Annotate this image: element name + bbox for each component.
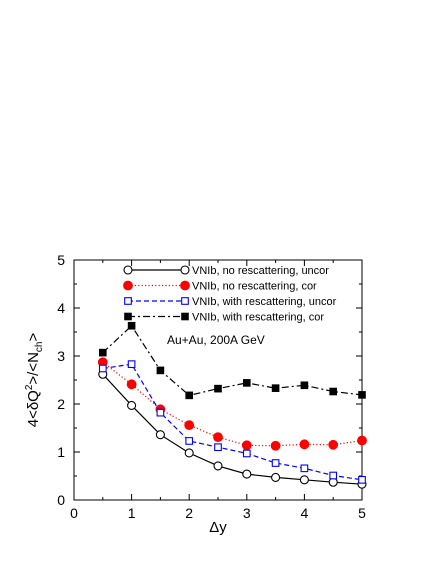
- x-axis-label: Δy: [209, 519, 227, 536]
- legend-marker-start: [123, 265, 133, 275]
- data-point: [98, 364, 107, 373]
- y-axis-label: 4<δQ2>/<Nch>: [24, 332, 45, 427]
- legend-marker-end: [181, 312, 189, 321]
- series-layer: [97, 321, 367, 489]
- legend-marker-start: [124, 312, 132, 321]
- data-point: [126, 379, 137, 390]
- data-point: [328, 477, 338, 487]
- data-point: [300, 464, 309, 473]
- legend-marker-end: [180, 280, 190, 291]
- data-point: [127, 400, 137, 410]
- data-point: [213, 432, 223, 443]
- legend-marker-start: [124, 297, 132, 305]
- series-1: [98, 369, 367, 489]
- legend-entry: VNIb, with rescattering, cor: [124, 312, 324, 324]
- y-tick-label: 0: [57, 492, 65, 508]
- series-4: [99, 321, 366, 400]
- legend-marker-end: [181, 297, 189, 305]
- series-2: [97, 357, 367, 451]
- y-tick-label: 3: [57, 348, 65, 364]
- x-tick-label: 4: [301, 505, 309, 521]
- data-point: [185, 437, 194, 445]
- series-3: [98, 360, 366, 484]
- legend-entry: VNIb, no rescattering, cor: [123, 280, 317, 293]
- y-tick-label: 5: [57, 252, 65, 268]
- data-point: [358, 391, 366, 399]
- data-point: [241, 440, 252, 451]
- y-tick-label: 1: [57, 444, 65, 460]
- x-tick-label: 2: [185, 505, 193, 521]
- data-point: [243, 379, 251, 387]
- data-point: [242, 449, 251, 458]
- data-point: [271, 384, 280, 392]
- data-point: [271, 472, 281, 482]
- series-line: [102, 363, 363, 481]
- data-point: [329, 387, 337, 396]
- plot-axes: 0 1 2 3 4 5 0 1 2 3 4 5: [57, 252, 366, 521]
- legend-label: VNIb, no rescattering, cor: [192, 281, 317, 293]
- x-tick-label: 3: [243, 505, 251, 521]
- y-tick-label: 4: [57, 300, 65, 316]
- data-point: [127, 360, 136, 369]
- data-point: [213, 461, 223, 471]
- data-point: [358, 475, 366, 484]
- data-point: [271, 459, 280, 467]
- data-point: [184, 448, 194, 458]
- x-tick-label: 1: [128, 505, 136, 521]
- data-point: [299, 475, 309, 485]
- data-point: [328, 439, 339, 450]
- legend-label: VNIb, with rescattering, cor: [192, 312, 324, 324]
- annotation: Au+Au, 200A GeV: [167, 333, 265, 347]
- legend-entry: VNIb, with rescattering, uncor: [124, 296, 337, 308]
- legend-entry: VNIb, no rescattering, uncor: [123, 265, 329, 277]
- data-point: [242, 469, 252, 479]
- x-tick-label: 0: [70, 505, 78, 521]
- data-point: [185, 391, 193, 400]
- legend-marker-start: [123, 280, 133, 291]
- legend: VNIb, no rescattering, uncor VNIb, no res…: [123, 265, 337, 324]
- data-point: [155, 430, 165, 440]
- legend-label: VNIb, with rescattering, uncor: [192, 296, 337, 308]
- data-point: [300, 381, 309, 390]
- data-point: [357, 435, 367, 446]
- series-line: [102, 373, 363, 485]
- legend-label: VNIb, no rescattering, uncor: [192, 265, 329, 277]
- data-point: [127, 321, 136, 330]
- series-line: [102, 324, 363, 397]
- data-point: [329, 471, 338, 480]
- data-point: [299, 439, 310, 450]
- data-point: [184, 420, 195, 431]
- data-point: [156, 366, 165, 375]
- series-line: [102, 361, 363, 447]
- data-point: [156, 408, 165, 417]
- data-point: [214, 443, 222, 452]
- data-point: [99, 348, 107, 357]
- x-tick-label: 5: [358, 505, 366, 521]
- data-point: [214, 384, 222, 393]
- data-point: [270, 440, 281, 451]
- legend-marker-end: [180, 265, 190, 275]
- y-tick-label: 2: [57, 396, 65, 412]
